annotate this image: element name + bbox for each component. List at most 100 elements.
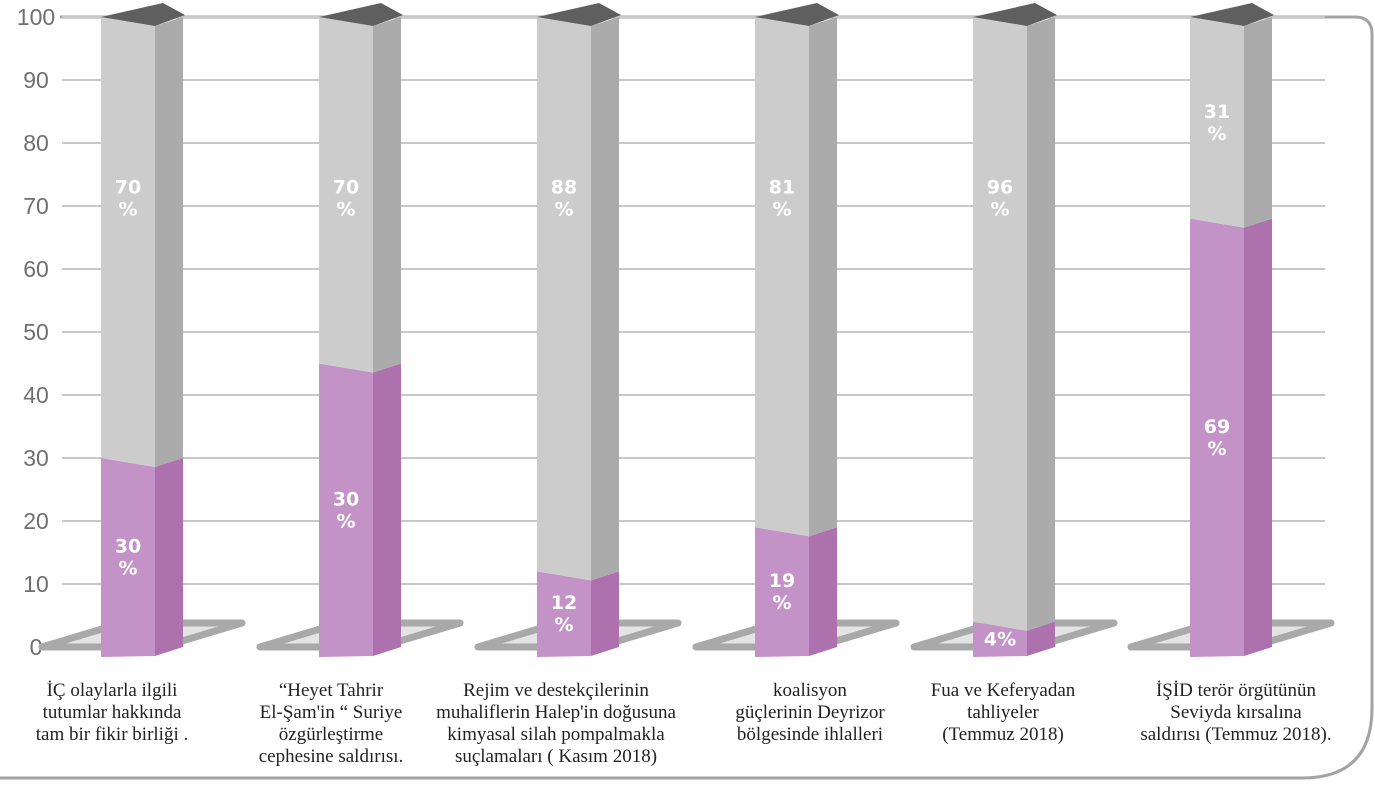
data-label-line: 81	[769, 176, 795, 198]
category-labels: İÇ olaylarla ilgili tutumlar hakkında tam …	[36, 680, 1332, 767]
bar-side-upper	[373, 17, 401, 373]
gridlines	[62, 16, 1325, 585]
category-label-line: Seviyda kırsalına	[1170, 702, 1302, 723]
data-label-line: %	[118, 558, 137, 580]
bar-top	[537, 3, 621, 26]
bar-group: 12 % 88%	[474, 3, 682, 657]
bar-side-lower	[1027, 621, 1055, 656]
data-label-line: 12	[551, 592, 577, 614]
data-label-line: %	[990, 198, 1009, 220]
bar-side-upper	[155, 17, 183, 467]
bar-group: 4% 96%	[910, 3, 1118, 657]
category-label-line: Rejim ve destekçilerinin	[463, 680, 649, 701]
bar-segment-lower	[973, 621, 1027, 657]
data-label: 4%	[984, 628, 1016, 650]
category-label-line: tahliyeler	[967, 702, 1039, 723]
category-label-line: “Heyet Tahrir	[279, 680, 384, 701]
category-label: İŞİD terör örgütünün Seviyda kırsalına sal…	[1140, 680, 1331, 745]
data-label: 31%	[1204, 101, 1230, 145]
y-axis: 0 10 20 30 40 50 60 70 80 90 100	[17, 4, 55, 660]
y-tick-label: 100	[17, 4, 55, 30]
y-tick-label: 70	[23, 193, 49, 219]
y-tick-label: 0	[30, 634, 43, 660]
data-label: 30%	[115, 536, 141, 580]
y-tick-label: 40	[23, 382, 49, 408]
data-label-line: 69	[1204, 416, 1230, 438]
data-label-line: 4%	[984, 628, 1016, 650]
bar-segment-lower	[319, 363, 373, 657]
bar-top	[973, 3, 1057, 26]
bar-top	[1190, 3, 1274, 26]
data-label-line: 88	[551, 176, 577, 198]
data-label: 19%	[769, 570, 795, 614]
data-label: 70%	[115, 176, 141, 220]
category-label-line: saldırısı (Temmuz 2018).	[1140, 724, 1331, 745]
category-label: Rejim ve destekçilerinin muhaliflerin Hal…	[436, 680, 676, 767]
bar-group: 69 %31%	[1127, 3, 1335, 657]
bar-side-upper	[809, 17, 837, 537]
bar-segment-lower	[755, 527, 809, 657]
y-tick-label: 30	[23, 445, 49, 471]
data-label-line: %	[336, 198, 355, 220]
data-label: 81%	[769, 176, 795, 220]
bar-side-lower	[1244, 218, 1272, 656]
category-label-line: kimyasal silah pompalmakla	[447, 724, 665, 745]
data-label-line: 96	[987, 176, 1013, 198]
data-label-line: 30	[333, 488, 359, 510]
category-label-line: cephesine saldırısı.	[259, 746, 404, 767]
data-label-line: 30	[115, 536, 141, 558]
category-label-line: muhaliflerin Halep'in doğusuna	[436, 702, 676, 723]
y-tick-label: 50	[23, 319, 49, 345]
data-label-line: 31	[1204, 101, 1230, 123]
category-label-line: İÇ olaylarla ilgili	[47, 680, 178, 701]
category-label-line: İŞİD terör örgütünün	[1156, 680, 1317, 701]
category-label-line: tutumlar hakkında	[43, 702, 182, 723]
category-label-line: suçlamaları ( Kasım 2018)	[455, 746, 657, 767]
y-tick-label: 60	[23, 256, 49, 282]
bar-top	[319, 3, 403, 26]
bar-top	[101, 3, 185, 26]
bar-segment-lower	[101, 458, 155, 657]
data-label-line: 19	[769, 570, 795, 592]
bar-segment-upper	[1190, 17, 1244, 228]
category-label-line: tam bir fikir birliği .	[36, 724, 189, 745]
bar-side-upper	[1027, 17, 1055, 631]
bar-group: 19 %81%	[692, 3, 900, 657]
bar-segment-upper	[755, 17, 809, 537]
bar-side-upper	[1244, 17, 1272, 228]
category-label-line: Fua ve Keferyadan	[931, 680, 1076, 701]
data-label: 70%	[333, 176, 359, 220]
bar-group: 30 % 70%	[38, 3, 246, 657]
category-label-line: El-Şam'in “ Suriye	[260, 702, 403, 723]
bar-segment-upper	[319, 17, 373, 373]
chart-frame	[0, 15, 1374, 780]
bar-group: 30 %70%	[256, 3, 464, 657]
data-label: 30%	[333, 488, 359, 532]
bar-top	[755, 3, 839, 26]
category-label-line: güçlerinin Deyrizor	[735, 702, 885, 723]
bar-segment-lower	[1190, 218, 1244, 657]
data-label-line: %	[772, 592, 791, 614]
category-label-line: (Temmuz 2018)	[942, 724, 1064, 745]
data-label-line: %	[772, 198, 791, 220]
data-label-line: %	[1207, 123, 1226, 145]
bar-side-lower	[809, 527, 837, 656]
data-label: 96%	[987, 176, 1013, 220]
data-label: 12%	[551, 592, 577, 636]
category-label-line: özgürleştirme	[279, 724, 383, 745]
bar-side-lower	[591, 571, 619, 656]
bar-segment-upper	[973, 17, 1027, 631]
y-tick-label: 90	[23, 67, 49, 93]
data-label-line: 70	[333, 176, 359, 198]
bar-side-lower	[155, 458, 183, 656]
category-label: koalisyon güçlerinin Deyrizor bölgesinde i…	[735, 680, 885, 745]
y-tick-label: 80	[23, 130, 49, 156]
category-label-line: koalisyon	[773, 680, 847, 701]
bars: 30 %70 %30 %70 %12 %88 %19 %81 %4%96 %69 %31%	[38, 3, 1335, 657]
data-label-line: 70	[115, 176, 141, 198]
bar-segment-upper	[101, 17, 155, 467]
data-label-line: %	[1207, 438, 1226, 460]
data-label-line: %	[554, 614, 573, 636]
